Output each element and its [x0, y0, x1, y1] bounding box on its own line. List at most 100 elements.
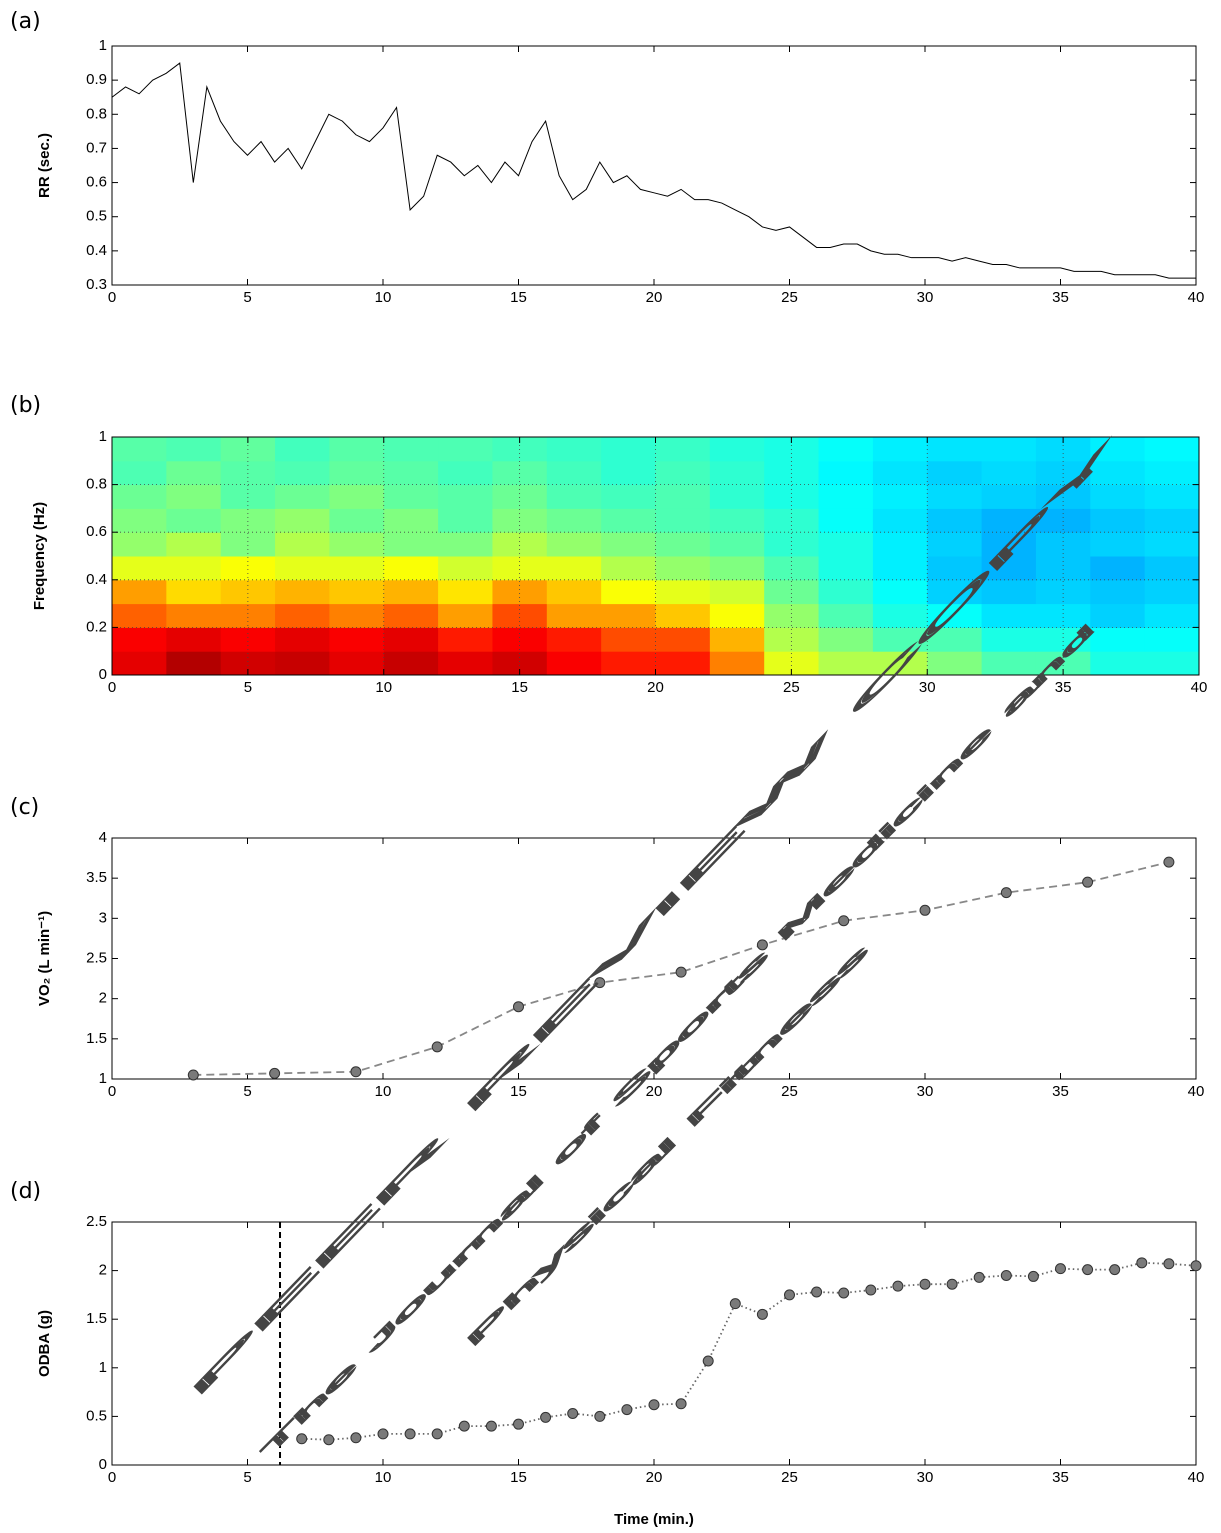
heatmap-cell: [655, 627, 711, 652]
y-axis-label: VO₂ (L min⁻¹): [36, 911, 53, 1006]
heatmap-cell: [112, 437, 167, 462]
heatmap-cell: [601, 556, 656, 581]
y-tick-label: 0.4: [86, 242, 107, 259]
x-tick-label: 25: [781, 1083, 798, 1100]
x-tick-label: 10: [375, 1469, 392, 1486]
heatmap-cell: [764, 579, 820, 605]
panel-label: (b): [10, 393, 41, 418]
heatmap-cell: [981, 508, 1037, 533]
data-point: [513, 1001, 524, 1013]
heatmap-cell: [112, 460, 167, 486]
data-point: [350, 1432, 362, 1444]
data-point: [296, 1433, 308, 1445]
heatmap-cell: [601, 508, 656, 533]
y-tick-label: 2.5: [86, 949, 107, 966]
y-tick-label: 0.7: [86, 139, 107, 156]
heatmap-cell: [1090, 556, 1146, 581]
data-line: [111, 62, 1196, 279]
heatmap-cell: [1144, 532, 1200, 557]
heatmap-cell: [492, 532, 548, 557]
x-tick-label: 5: [243, 289, 251, 306]
data-point: [187, 1069, 199, 1081]
heatmap-cell: [166, 556, 222, 581]
x-tick-label: 30: [919, 679, 936, 696]
heatmap-cell: [438, 627, 493, 652]
data-point: [567, 1407, 579, 1419]
heatmap-cell: [709, 508, 765, 533]
heatmap-cell: [166, 508, 222, 533]
y-tick-label: 0: [99, 1456, 107, 1473]
heatmap-cell: [492, 579, 548, 605]
data-point: [513, 1418, 524, 1430]
heatmap-cell: [1090, 437, 1146, 462]
y-tick-label: 0.6: [86, 174, 107, 191]
heatmap-cell: [492, 484, 548, 509]
heatmap-cell: [709, 532, 765, 557]
data-point: [946, 1278, 958, 1290]
heatmap-cell: [329, 627, 385, 652]
heatmap-cell: [601, 532, 656, 557]
data-point: [892, 1280, 904, 1292]
heatmap-cell: [1144, 556, 1200, 581]
heatmap-cell: [329, 579, 385, 605]
heatmap-cell: [438, 437, 493, 462]
heatmap-cell: [709, 651, 765, 676]
heatmap-cell: [1035, 508, 1091, 533]
heatmap-cell: [112, 651, 167, 676]
heatmap-cell: [1090, 603, 1146, 628]
y-tick-label: 1: [99, 1359, 107, 1376]
watermark-text: The Journal of Sports Medicine and: [259, 621, 1098, 1460]
heatmap-cell: [383, 484, 439, 509]
x-tick-label: 20: [646, 1083, 663, 1100]
x-tick-label: 20: [647, 679, 664, 696]
y-tick-label: 2.5: [86, 1213, 107, 1230]
heatmap-cell: [383, 437, 439, 462]
heatmap-cell: [383, 556, 439, 581]
heatmap-cell: [981, 627, 1037, 652]
heatmap-cell: [112, 484, 167, 509]
heatmap-cell: [655, 508, 711, 533]
heatmap-cell: [818, 651, 874, 676]
data-point: [838, 915, 850, 927]
heatmap-cell: [329, 651, 385, 676]
heatmap-cell: [981, 556, 1037, 581]
heatmap-cell: [709, 603, 765, 628]
heatmap-cell: [275, 484, 330, 509]
heatmap-cell: [601, 437, 656, 462]
heatmap-cell: [166, 532, 222, 557]
data-point: [784, 1289, 795, 1301]
y-tick-label: 3: [99, 909, 107, 926]
x-tick-label: 5: [243, 1469, 251, 1486]
data-point: [1082, 876, 1094, 888]
x-tick-label: 35: [1052, 1469, 1069, 1486]
heatmap-cell: [329, 460, 385, 486]
y-tick-label: 0.8: [86, 476, 107, 493]
heatmap-cell: [818, 532, 874, 557]
data-point: [648, 1399, 660, 1411]
heatmap-cell: [275, 437, 330, 462]
y-tick-label: 2: [99, 990, 107, 1007]
data-point: [540, 1411, 552, 1423]
heatmap-cell: [927, 532, 983, 557]
heatmap-cell: [546, 508, 602, 533]
heatmap-cell: [166, 627, 222, 652]
heatmap-cell: [546, 484, 602, 509]
y-tick-label: 1: [99, 1070, 107, 1087]
data-line: [301, 1261, 1197, 1441]
data-point: [675, 1398, 687, 1410]
heatmap-cell: [275, 627, 330, 652]
heatmap-cell: [438, 460, 493, 486]
data-point: [1000, 1269, 1012, 1281]
heatmap-cell: [981, 484, 1037, 509]
heatmap-cell: [655, 603, 711, 628]
heatmap-cell: [275, 651, 330, 676]
heatmap-cell: [1144, 508, 1200, 533]
data-point: [729, 1298, 741, 1310]
heatmap-cell: [1090, 460, 1146, 486]
heatmap-cell: [655, 437, 711, 462]
heatmap-cell: [927, 484, 983, 509]
heatmap-cell: [1035, 603, 1091, 628]
x-tick-label: 35: [1052, 1083, 1069, 1100]
heatmap-cell: [220, 556, 276, 581]
